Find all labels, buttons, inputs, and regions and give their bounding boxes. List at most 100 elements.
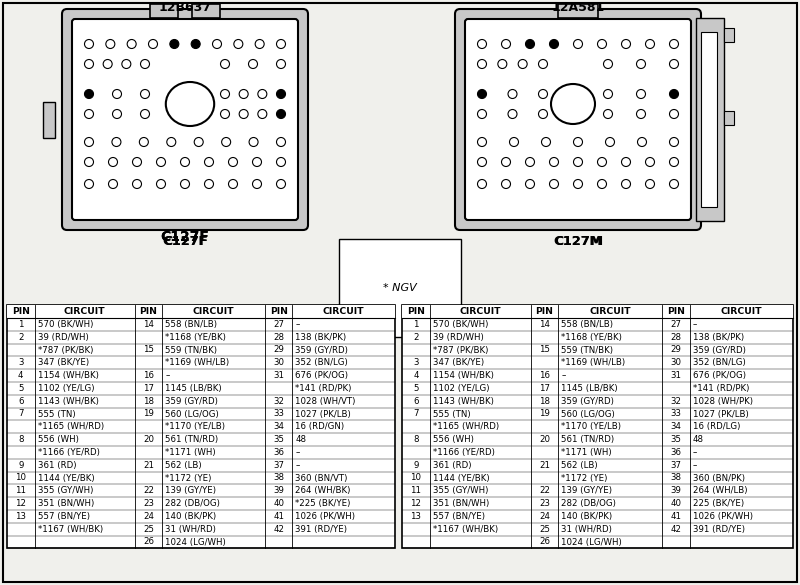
Circle shape xyxy=(646,157,654,167)
Circle shape xyxy=(670,180,678,188)
Text: * NGV: * NGV xyxy=(383,283,417,293)
Text: 34: 34 xyxy=(273,422,284,431)
Bar xyxy=(265,305,292,318)
Text: 562 (LB): 562 (LB) xyxy=(562,461,598,470)
Text: 12: 12 xyxy=(15,499,26,508)
Circle shape xyxy=(498,60,507,68)
Bar xyxy=(43,102,55,137)
Text: PIN: PIN xyxy=(407,307,425,316)
Text: 17: 17 xyxy=(143,384,154,393)
Circle shape xyxy=(670,137,678,146)
Text: 1028 (WH/PK): 1028 (WH/PK) xyxy=(693,397,753,406)
Circle shape xyxy=(277,109,286,119)
Bar xyxy=(402,305,430,318)
Bar xyxy=(662,305,690,318)
Circle shape xyxy=(502,157,510,167)
Text: C127M: C127M xyxy=(553,235,603,248)
Text: 1027 (PK/LB): 1027 (PK/LB) xyxy=(295,410,351,418)
Circle shape xyxy=(113,90,122,98)
Text: 264 (WH/BK): 264 (WH/BK) xyxy=(295,486,350,495)
Text: –: – xyxy=(295,448,300,457)
Text: 355 (GY/WH): 355 (GY/WH) xyxy=(433,486,488,495)
Circle shape xyxy=(85,40,94,49)
Text: 140 (BK/PK): 140 (BK/PK) xyxy=(562,512,613,521)
Text: 558 (BN/LB): 558 (BN/LB) xyxy=(562,320,614,329)
Text: 1154 (WH/BK): 1154 (WH/BK) xyxy=(433,371,494,380)
Circle shape xyxy=(239,90,248,98)
Circle shape xyxy=(277,137,286,146)
Text: 391 (RD/YE): 391 (RD/YE) xyxy=(693,525,745,534)
Circle shape xyxy=(249,60,258,68)
Text: 22: 22 xyxy=(539,486,550,495)
Text: –: – xyxy=(295,461,300,470)
Circle shape xyxy=(106,40,115,49)
Text: –: – xyxy=(165,371,170,380)
Circle shape xyxy=(277,40,286,49)
Text: 38: 38 xyxy=(670,473,681,483)
Text: 16: 16 xyxy=(539,371,550,380)
Text: *1167 (WH/BK): *1167 (WH/BK) xyxy=(38,525,102,534)
Circle shape xyxy=(239,109,248,119)
Text: *141 (RD/PK): *141 (RD/PK) xyxy=(693,384,749,393)
Text: 31 (WH/RD): 31 (WH/RD) xyxy=(165,525,216,534)
Bar xyxy=(696,18,724,221)
Text: 23: 23 xyxy=(143,499,154,508)
Text: 24: 24 xyxy=(539,512,550,521)
Circle shape xyxy=(478,90,486,98)
Circle shape xyxy=(538,60,547,68)
Text: 557 (BN/YE): 557 (BN/YE) xyxy=(433,512,485,521)
Circle shape xyxy=(670,40,678,49)
Text: PIN: PIN xyxy=(270,307,287,316)
Text: 33: 33 xyxy=(670,410,681,418)
Text: 9: 9 xyxy=(18,461,23,470)
Text: 351 (BN/WH): 351 (BN/WH) xyxy=(433,499,489,508)
Bar xyxy=(34,305,134,318)
Text: 8: 8 xyxy=(18,435,23,444)
Circle shape xyxy=(518,60,527,68)
Text: *1172 (YE): *1172 (YE) xyxy=(562,473,608,483)
Text: 561 (TN/RD): 561 (TN/RD) xyxy=(562,435,614,444)
Circle shape xyxy=(181,180,190,188)
Text: 1145 (LB/BK): 1145 (LB/BK) xyxy=(165,384,222,393)
Text: 2: 2 xyxy=(413,333,418,342)
Text: 16 (RD/GN): 16 (RD/GN) xyxy=(295,422,345,431)
Circle shape xyxy=(598,157,606,167)
Circle shape xyxy=(574,137,582,146)
Text: 27: 27 xyxy=(273,320,284,329)
Text: –: – xyxy=(295,320,300,329)
Circle shape xyxy=(538,90,547,98)
Bar xyxy=(724,28,734,42)
Text: 1027 (PK/LB): 1027 (PK/LB) xyxy=(693,410,748,418)
Text: 5: 5 xyxy=(413,384,418,393)
Circle shape xyxy=(606,137,614,146)
Circle shape xyxy=(538,109,547,119)
Circle shape xyxy=(508,109,517,119)
Circle shape xyxy=(550,157,558,167)
Circle shape xyxy=(112,137,121,146)
Text: 360 (BN/VT): 360 (BN/VT) xyxy=(295,473,348,483)
Bar xyxy=(7,305,395,548)
Text: 1024 (LG/WH): 1024 (LG/WH) xyxy=(165,538,226,546)
Text: *141 (RD/PK): *141 (RD/PK) xyxy=(295,384,352,393)
Text: 32: 32 xyxy=(273,397,284,406)
Text: 31 (WH/RD): 31 (WH/RD) xyxy=(562,525,612,534)
Bar xyxy=(530,305,558,318)
Text: 17: 17 xyxy=(539,384,550,393)
Circle shape xyxy=(478,180,486,188)
Text: 359 (GY/RD): 359 (GY/RD) xyxy=(693,346,746,355)
Text: 40: 40 xyxy=(273,499,284,508)
Text: *1168 (YE/BK): *1168 (YE/BK) xyxy=(562,333,622,342)
Circle shape xyxy=(598,40,606,49)
Text: CIRCUIT: CIRCUIT xyxy=(64,307,106,316)
Text: 16: 16 xyxy=(143,371,154,380)
Text: 30: 30 xyxy=(273,358,284,367)
Circle shape xyxy=(510,137,518,146)
Text: 2: 2 xyxy=(18,333,23,342)
Circle shape xyxy=(277,180,286,188)
Text: *225 (BK/YE): *225 (BK/YE) xyxy=(295,499,350,508)
Text: 352 (BN/LG): 352 (BN/LG) xyxy=(295,358,348,367)
Text: 22: 22 xyxy=(143,486,154,495)
Circle shape xyxy=(670,60,678,68)
Text: 264 (WH/LB): 264 (WH/LB) xyxy=(693,486,747,495)
Text: *1170 (YE/LB): *1170 (YE/LB) xyxy=(562,422,622,431)
